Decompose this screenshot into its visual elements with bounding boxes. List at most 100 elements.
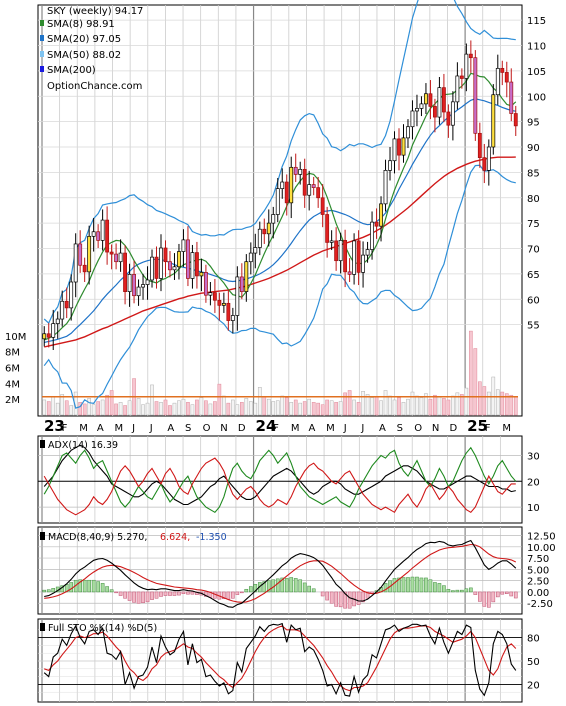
macd-signal-value: 6.624, [160, 532, 190, 543]
macd-histogram-bar [365, 591, 370, 599]
macd-histogram-bar [383, 583, 388, 593]
volume-bar [428, 398, 433, 416]
volume-bar [109, 390, 114, 416]
price-tick-label: 75 [527, 219, 540, 230]
volume-bar [271, 401, 276, 416]
macd-histogram-bar [473, 591, 478, 595]
candle-body [455, 75, 460, 103]
x-tick-label: D [238, 423, 246, 434]
macd-histogram-bar [338, 591, 343, 608]
candle-body [450, 101, 455, 126]
macd-histogram-bar [136, 591, 141, 604]
candle-body [190, 252, 195, 279]
x-tick-label: M [79, 423, 88, 434]
macd-histogram-bar [266, 580, 271, 593]
adx-panel: 30 20 10 ADX(14) 16.39 [37, 435, 540, 524]
volume-bar [91, 404, 96, 416]
candle-body [374, 221, 379, 227]
macd-histogram-bar [46, 589, 51, 593]
volume-bar [190, 404, 195, 416]
volume-bar [87, 398, 91, 416]
candle-body [195, 252, 199, 277]
volume-bar [446, 399, 451, 416]
volume-bar [455, 392, 460, 416]
candle-body [370, 221, 374, 250]
macd-histogram-bar [437, 583, 442, 593]
candle-body [347, 271, 352, 275]
candle-body [401, 137, 406, 156]
volume-bar [55, 402, 60, 416]
volume-bar [159, 402, 163, 416]
x-tick-label: 23 [44, 417, 65, 435]
candle-body [239, 276, 244, 292]
macd-histogram-bar [397, 577, 401, 593]
candle-body [275, 188, 280, 215]
candle-body [365, 249, 370, 256]
candle-body [311, 184, 316, 188]
candle-body [248, 252, 253, 263]
volume-bar [186, 402, 190, 416]
price-axis: 115 110 105 100 95 90 85 80 75 70 65 60 55 [527, 16, 546, 331]
x-tick-label: 25 [467, 417, 488, 435]
price-legend: SKY (weekly) 94.17 SMA(8) 98.91 SMA(20) … [40, 6, 143, 92]
candle-body [230, 315, 235, 321]
macd-histogram-bar [114, 591, 118, 594]
candlesticks [42, 40, 518, 350]
macd-histogram-bar [235, 591, 240, 595]
macd-histogram-bar [293, 578, 298, 593]
volume-bar [51, 396, 56, 416]
candle-body [208, 292, 213, 296]
price-tick-label: 80 [527, 194, 540, 205]
legend-swatch-sma8 [40, 20, 44, 26]
macd-signal-line [44, 543, 517, 603]
price-panel: 115 110 105 100 95 90 85 80 75 70 65 60 55 10M 8M 6M 4M… [5, 0, 546, 435]
x-tick-label: F [485, 423, 491, 434]
macd-histogram-bar [343, 591, 347, 609]
candle-body [298, 168, 303, 175]
volume-bar [424, 393, 428, 416]
price-grid [38, 5, 522, 416]
volume-bar [172, 402, 177, 416]
candle-body [253, 247, 258, 254]
candle-body [334, 240, 339, 262]
volume-bar [406, 398, 410, 416]
candle-body [459, 75, 464, 79]
candle-body [280, 181, 285, 189]
macd-line [44, 539, 517, 608]
price-tick-label: 70 [527, 245, 540, 256]
candle-body [168, 261, 172, 271]
legend-swatch-sma20 [40, 35, 44, 41]
volume-bar [82, 403, 87, 416]
volume-bar [226, 402, 231, 416]
candle-body [105, 219, 110, 253]
macd-histogram-bar [298, 579, 303, 593]
macd-histogram-bar [159, 591, 163, 597]
volume-bar [513, 396, 518, 416]
macd-histogram-bar [154, 591, 159, 599]
x-tick-label: S [185, 423, 191, 434]
volume-bar [316, 402, 320, 416]
candle-body [428, 93, 433, 107]
candle-body [235, 276, 240, 316]
candle-body [46, 333, 51, 338]
macd-histogram-bar [347, 591, 352, 609]
volume-bar [347, 390, 352, 416]
macd-histogram-bar [262, 581, 267, 593]
macd-histogram-bar [424, 577, 428, 593]
upper-band-line [43, 0, 516, 325]
volume-bar [343, 392, 347, 416]
candle-body [383, 170, 388, 205]
candle-body [109, 251, 114, 255]
legend-swatch-sma50 [40, 51, 44, 57]
candle-body [114, 253, 119, 263]
volume-tick-label: 6M [5, 364, 20, 375]
volume-bar [415, 395, 419, 416]
candle-body [415, 108, 419, 112]
volume-bar [266, 398, 271, 416]
volume-bar [433, 394, 437, 416]
volume-bar [289, 402, 294, 416]
candle-body [186, 239, 190, 279]
macd-histogram-bar [118, 591, 123, 596]
candle-body [352, 240, 357, 275]
volume-bar [69, 405, 74, 416]
